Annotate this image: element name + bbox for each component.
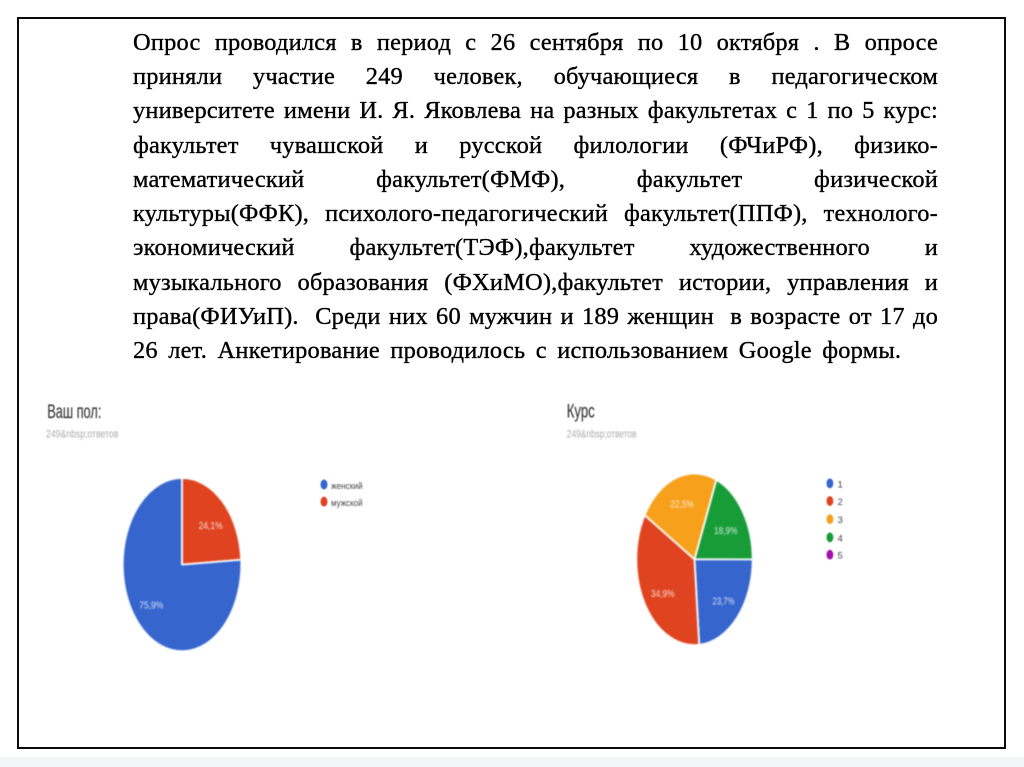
svg-text:34,9%: 34,9%	[651, 589, 675, 600]
svg-text:2: 2	[838, 497, 843, 508]
svg-text:женский: женский	[331, 481, 363, 492]
svg-text:5: 5	[838, 551, 843, 562]
svg-text:3: 3	[838, 515, 843, 526]
svg-text:мужской: мужской	[331, 498, 363, 509]
svg-text:Ваш пол:: Ваш пол:	[47, 402, 101, 423]
svg-text:1: 1	[838, 479, 843, 490]
svg-text:75,9%: 75,9%	[139, 601, 163, 612]
svg-text:23,7%: 23,7%	[713, 597, 735, 608]
svg-text:249&nbsp;ответов: 249&nbsp;ответов	[46, 428, 119, 440]
svg-text:Курс: Курс	[567, 402, 595, 423]
svg-text:249&nbsp;ответов: 249&nbsp;ответов	[567, 428, 637, 440]
svg-text:24,1%: 24,1%	[199, 521, 223, 532]
svg-text:18,9%: 18,9%	[714, 526, 738, 537]
svg-text:4: 4	[838, 533, 844, 544]
svg-text:22,5%: 22,5%	[670, 500, 694, 511]
